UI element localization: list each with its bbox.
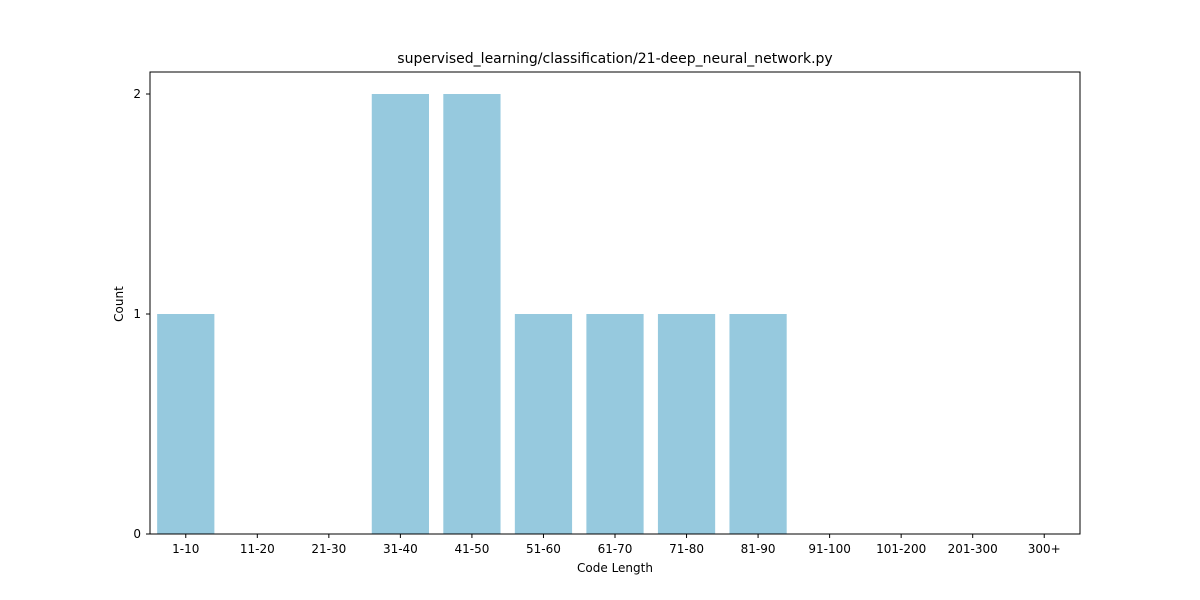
- x-tick-label: 61-70: [598, 542, 633, 556]
- x-tick-label: 71-80: [669, 542, 704, 556]
- x-axis-label: Code Length: [577, 561, 653, 575]
- y-tick-label: 0: [133, 527, 141, 541]
- x-tick-label: 11-20: [240, 542, 275, 556]
- x-tick-label: 81-90: [741, 542, 776, 556]
- bar-71-80: [657, 314, 716, 534]
- y-ticks-layer: 0 1 2: [133, 87, 150, 541]
- x-tick-label: 21-30: [311, 542, 346, 556]
- bar-61-70: [586, 314, 644, 534]
- x-tick-label: 41-50: [454, 542, 489, 556]
- bar-41-50: [443, 94, 501, 534]
- chart-title: supervised_learning/classification/21-de…: [397, 51, 832, 67]
- y-axis-label: Count: [112, 286, 126, 322]
- x-tick-label: 31-40: [383, 542, 418, 556]
- y-tick-label: 2: [133, 87, 141, 101]
- bar-31-40: [371, 94, 429, 534]
- x-tick-label: 91-100: [808, 542, 851, 556]
- x-tick-label: 201-300: [948, 542, 998, 556]
- y-tick-label: 1: [133, 307, 141, 321]
- x-tick-label: 1-10: [172, 542, 199, 556]
- bar-1-10: [157, 314, 215, 534]
- bar-81-90: [729, 314, 787, 534]
- x-tick-label: 300+: [1028, 542, 1061, 556]
- bars-layer: [157, 94, 787, 534]
- x-ticks-layer: 1-10 11-20 21-30 31-40 41-50 51-60 61-70 71-80 8…: [172, 534, 1061, 556]
- x-tick-label: 51-60: [526, 542, 561, 556]
- x-tick-label: 101-200: [876, 542, 926, 556]
- bar-51-60: [514, 314, 573, 534]
